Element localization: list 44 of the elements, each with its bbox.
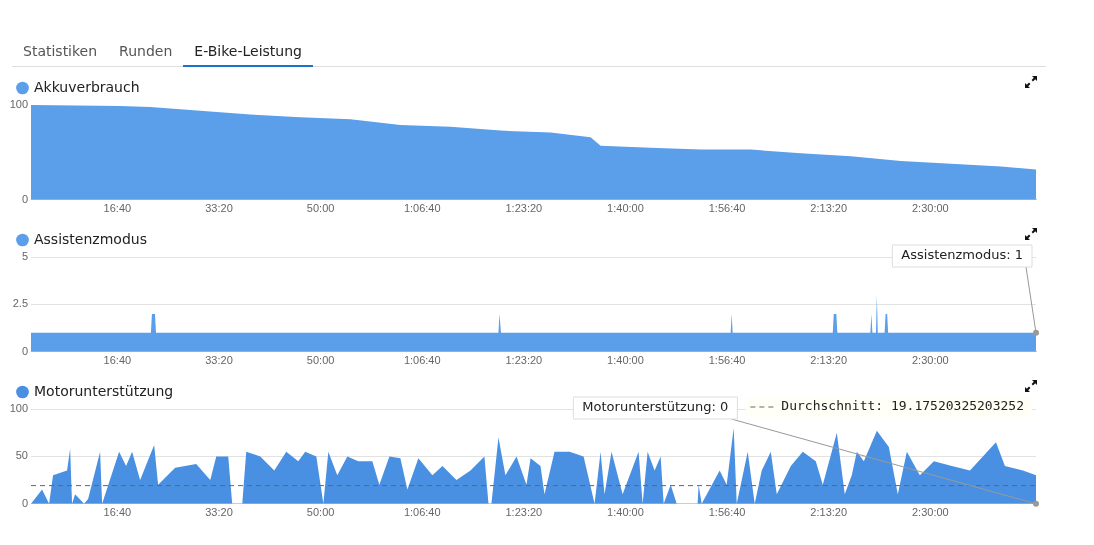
x-tick-label: 33:20 [205,506,233,519]
x-tick-label: 33:20 [205,354,233,367]
y-tick-label: 5 [21,250,28,263]
x-tick-label: 1:06:40 [403,506,441,519]
x-tick-label: 16:40 [103,354,132,367]
x-tick-label: 1:56:40 [708,202,746,215]
y-tick-label: 100 [9,98,28,111]
x-tick-label: 16:40 [103,202,132,215]
y-tick-label: 0 [21,192,28,205]
y-tick-label: 0 [21,496,28,509]
y-tick-label: 0 [21,344,28,357]
x-tick-label: 1:23:20 [505,354,543,367]
x-tick-label: 16:40 [103,506,132,519]
y-tick-label: 2.5 [12,297,28,310]
x-tick-label: 1:40:00 [607,506,644,519]
annotation: Assistenzmodus: 1 [901,247,1024,263]
x-tick-label: 50:00 [306,354,335,367]
text: Runden [118,43,174,61]
annotation: Motorunterstützung: 0 [582,399,729,415]
text: Statistiken [22,43,99,61]
x-tick-label: 2:13:20 [810,506,848,519]
x-tick-label: 1:40:00 [607,354,644,367]
x-tick-label: 1:06:40 [403,202,441,215]
legend-label: Akkuverbrauch [34,78,140,95]
x-tick-label: 2:13:20 [810,202,848,215]
x-tick-label: 50:00 [306,202,335,215]
x-tick-label: 1:56:40 [708,506,746,519]
x-tick-label: 1:40:00 [607,202,644,215]
x-tick-label: 2:13:20 [810,354,848,367]
x-tick-label: 1:23:20 [505,506,543,519]
text: E-Bike-Leistung [183,43,313,67]
x-tick-label: 50:00 [306,506,335,519]
x-tick-label: 1:23:20 [505,202,543,215]
y-tick-label: 50 [15,449,28,462]
legend-label: Durchschnitt: 19.17520325203252 [781,398,1025,414]
x-tick-label: 2:30:00 [911,354,949,367]
x-tick-label: 2:30:00 [911,202,949,215]
x-tick-label: 1:06:40 [403,354,441,367]
legend-label: Motorunterstützung [34,382,174,399]
legend-label: Assistenzmodus [34,230,147,247]
x-tick-label: 33:20 [205,202,233,215]
x-tick-label: 2:30:00 [911,506,949,519]
x-tick-label: 1:56:40 [708,354,746,367]
y-tick-label: 100 [9,402,28,415]
